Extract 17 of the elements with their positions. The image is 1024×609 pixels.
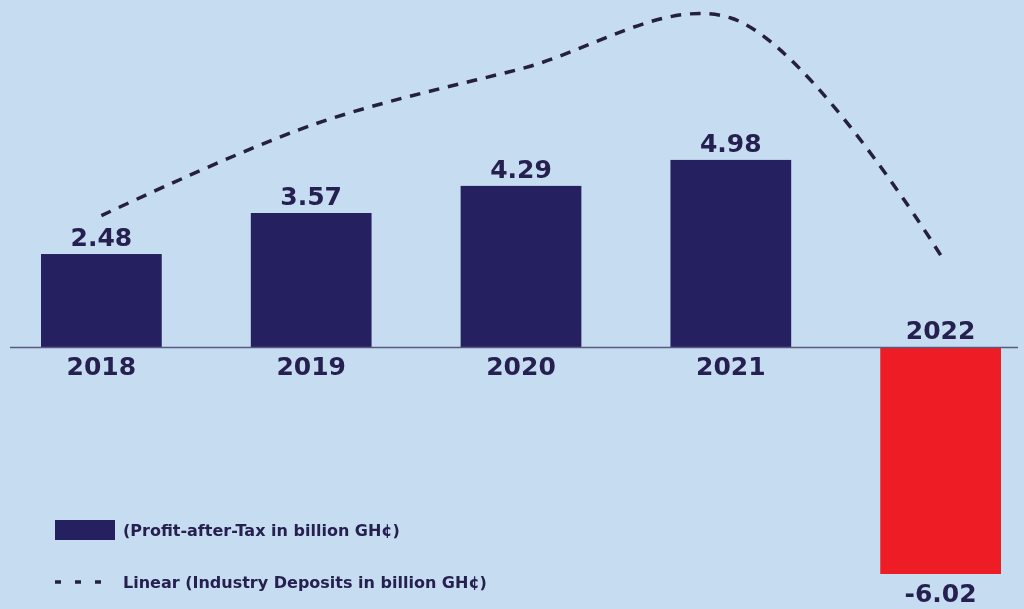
x-tick-label: 2020 [486, 352, 556, 382]
data-label: -6.02 [904, 579, 977, 608]
x-tick-label: 2018 [66, 352, 137, 382]
bar [41, 254, 162, 348]
data-label: 4.98 [699, 128, 762, 158]
x-tick-label: 2021 [696, 352, 766, 382]
bar [880, 347, 1001, 574]
legend-label: (Profit-after-Tax in billion GH¢) [123, 521, 400, 540]
bar [250, 213, 372, 348]
bar [670, 159, 792, 348]
bar [460, 185, 582, 348]
data-label: 2.48 [70, 223, 133, 253]
data-label: 4.29 [490, 154, 552, 184]
x-tick-label: 2019 [276, 352, 346, 382]
legend-label: Linear (Industry Deposits in billion GH¢) [123, 573, 487, 592]
data-label: 3.57 [280, 182, 343, 211]
x-tick-label: 2022 [905, 316, 976, 346]
